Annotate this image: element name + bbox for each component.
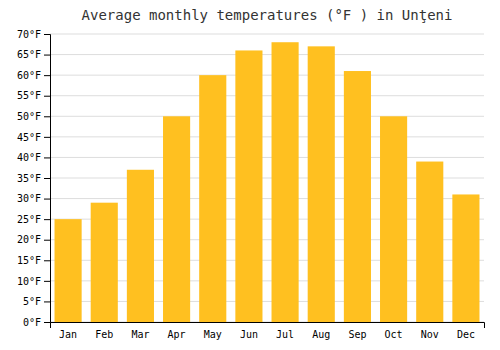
grid-line xyxy=(50,95,484,96)
tick-label: 50°F xyxy=(17,111,41,122)
grid-line xyxy=(50,75,484,76)
tick: Jul xyxy=(276,329,294,340)
tick-mark xyxy=(44,55,50,56)
tick: 55°F xyxy=(17,90,50,101)
tick: 10°F xyxy=(17,276,50,287)
bar xyxy=(235,50,262,322)
tick: Dec xyxy=(457,329,475,340)
bar xyxy=(55,219,82,322)
tick-mark xyxy=(44,322,50,323)
tick-label: 5°F xyxy=(23,296,41,307)
tick-mark xyxy=(44,219,50,220)
tick-mark xyxy=(44,96,50,97)
bar xyxy=(308,46,335,322)
tick: 50°F xyxy=(17,111,50,122)
tick: Jan xyxy=(59,329,77,340)
tick-mark xyxy=(44,301,50,302)
bar xyxy=(452,194,479,322)
tick-label: Feb xyxy=(95,329,113,340)
tick: 15°F xyxy=(17,255,50,266)
tick: Oct xyxy=(385,329,403,340)
tick: 20°F xyxy=(17,234,50,245)
tick-label: 40°F xyxy=(17,152,41,163)
tick: Mar xyxy=(131,329,149,340)
tick-label: 20°F xyxy=(17,234,41,245)
tick: Jun xyxy=(240,329,258,340)
bar xyxy=(416,162,443,322)
tick: 35°F xyxy=(17,173,50,184)
tick-mark xyxy=(44,281,50,282)
axis-line xyxy=(44,35,51,323)
tick: May xyxy=(204,329,222,340)
tick: 60°F xyxy=(17,70,50,81)
tick-mark xyxy=(44,199,50,200)
bar xyxy=(199,75,226,322)
tick-label: Dec xyxy=(457,329,475,340)
tick-label: Aug xyxy=(312,329,330,340)
tick-label: Nov xyxy=(421,329,439,340)
tick-label: Jul xyxy=(276,329,294,340)
tick: Apr xyxy=(168,329,186,340)
tick: Sep xyxy=(348,329,366,340)
tick-label: 10°F xyxy=(17,276,41,287)
bar xyxy=(380,116,407,322)
tick: 25°F xyxy=(17,214,50,225)
tick-label: 35°F xyxy=(17,173,41,184)
tick-label: 70°F xyxy=(17,29,41,40)
grid xyxy=(50,34,484,322)
tick: 45°F xyxy=(17,132,50,143)
grid-line xyxy=(50,34,484,35)
bar xyxy=(91,203,118,322)
tick-label: 45°F xyxy=(17,132,41,143)
grid-line xyxy=(50,157,484,158)
tick-mark xyxy=(44,75,50,76)
bar xyxy=(163,116,190,322)
tick-label: Sep xyxy=(348,329,366,340)
tick-mark xyxy=(44,34,50,35)
tick: 65°F xyxy=(17,49,50,60)
grid-line xyxy=(50,116,484,117)
tick-label: 60°F xyxy=(17,70,41,81)
tick-mark xyxy=(44,260,50,261)
tick-mark xyxy=(44,157,50,158)
tick-label: 25°F xyxy=(17,214,41,225)
tick-label: 65°F xyxy=(17,49,41,60)
tick-label: 0°F xyxy=(23,317,41,328)
tick: 30°F xyxy=(17,193,50,204)
tick-label: Mar xyxy=(131,329,149,340)
tick: Nov xyxy=(421,329,439,340)
chart: 0°F 5°F 10°F 15°F 20°F 25°F 30°F 35°F 40°F 45°F 50… xyxy=(0,0,500,350)
y-axis: 0°F 5°F 10°F 15°F 20°F 25°F 30°F 35°F 40°F 45°F 50… xyxy=(17,29,51,328)
tick-mark xyxy=(44,178,50,179)
tick-label: Jun xyxy=(240,329,258,340)
bars xyxy=(55,42,480,322)
tick-label: 15°F xyxy=(17,255,41,266)
tick: 40°F xyxy=(17,152,50,163)
tick-mark xyxy=(44,137,50,138)
tick-label: May xyxy=(204,329,222,340)
tick-label: 30°F xyxy=(17,193,41,204)
tick: 0°F xyxy=(23,317,50,328)
axis-line xyxy=(51,323,485,329)
tick-label: Oct xyxy=(385,329,403,340)
plot: 0°F 5°F 10°F 15°F 20°F 25°F 30°F 35°F 40°F 45°F 50… xyxy=(17,29,485,340)
tick-label: 55°F xyxy=(17,90,41,101)
tick-mark xyxy=(44,240,50,241)
bar xyxy=(127,170,154,322)
bar xyxy=(272,42,299,322)
tick-label: Apr xyxy=(168,329,186,340)
grid-line xyxy=(50,136,484,137)
x-axis: Jan Feb Mar Apr May Jun Jul Aug Sep Oct Nov Dec xyxy=(51,323,485,341)
bar xyxy=(344,71,371,322)
grid-line xyxy=(50,54,484,55)
tick: Aug xyxy=(312,329,330,340)
tick: 5°F xyxy=(23,296,50,307)
title: Average monthly temperatures (°F ) in Un… xyxy=(82,7,453,23)
tick: 70°F xyxy=(17,29,50,40)
tick: Feb xyxy=(95,329,113,340)
tick-mark xyxy=(44,116,50,117)
tick-label: Jan xyxy=(59,329,77,340)
